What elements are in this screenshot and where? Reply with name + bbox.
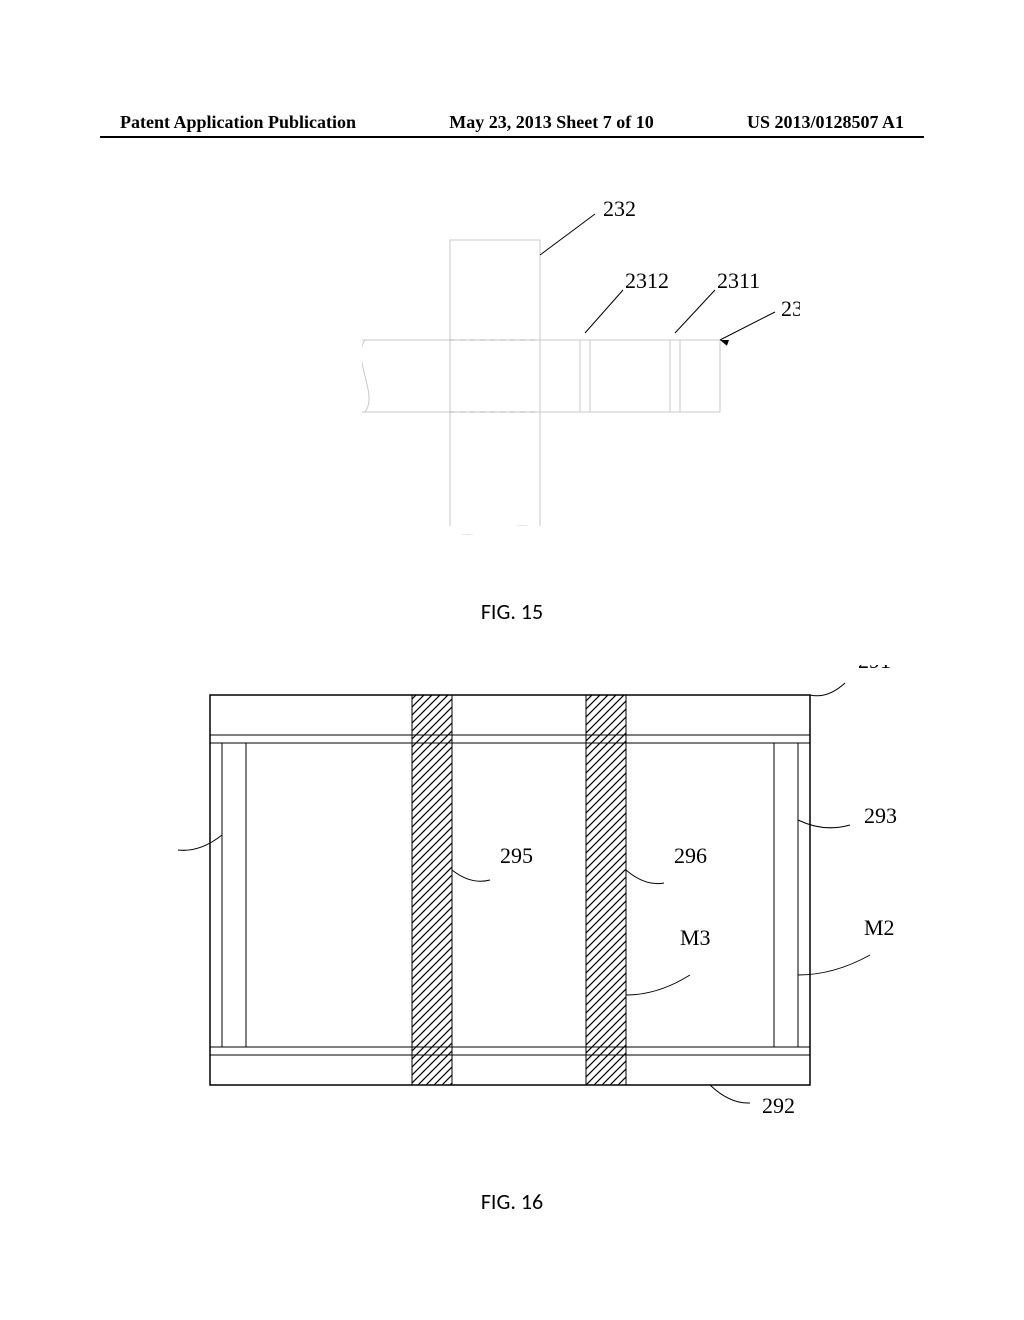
svg-text:292: 292	[762, 1093, 795, 1118]
svg-text:295: 295	[500, 843, 533, 868]
header-right: US 2013/0128507 A1	[747, 112, 904, 133]
figure-15: 232 2312 2311 231	[240, 200, 800, 560]
header-rule	[100, 136, 924, 138]
figure-16-caption: FIG. 16	[0, 1188, 1024, 1215]
svg-text:291: 291	[858, 665, 891, 673]
svg-text:293: 293	[864, 803, 897, 828]
figure-16: 291292293294295296M3M2	[150, 665, 910, 1135]
svg-text:296: 296	[674, 843, 707, 868]
header-center: May 23, 2013 Sheet 7 of 10	[449, 112, 653, 133]
svg-text:M3: M3	[680, 925, 711, 950]
svg-text:2311: 2311	[717, 268, 760, 293]
svg-text:232: 232	[603, 200, 636, 221]
header-left: Patent Application Publication	[120, 112, 356, 133]
svg-text:M2: M2	[864, 915, 895, 940]
svg-text:2312: 2312	[625, 268, 669, 293]
svg-text:231: 231	[781, 296, 800, 321]
figure-15-caption: FIG. 15	[0, 598, 1024, 625]
page-header: Patent Application Publication May 23, 2…	[0, 112, 1024, 133]
